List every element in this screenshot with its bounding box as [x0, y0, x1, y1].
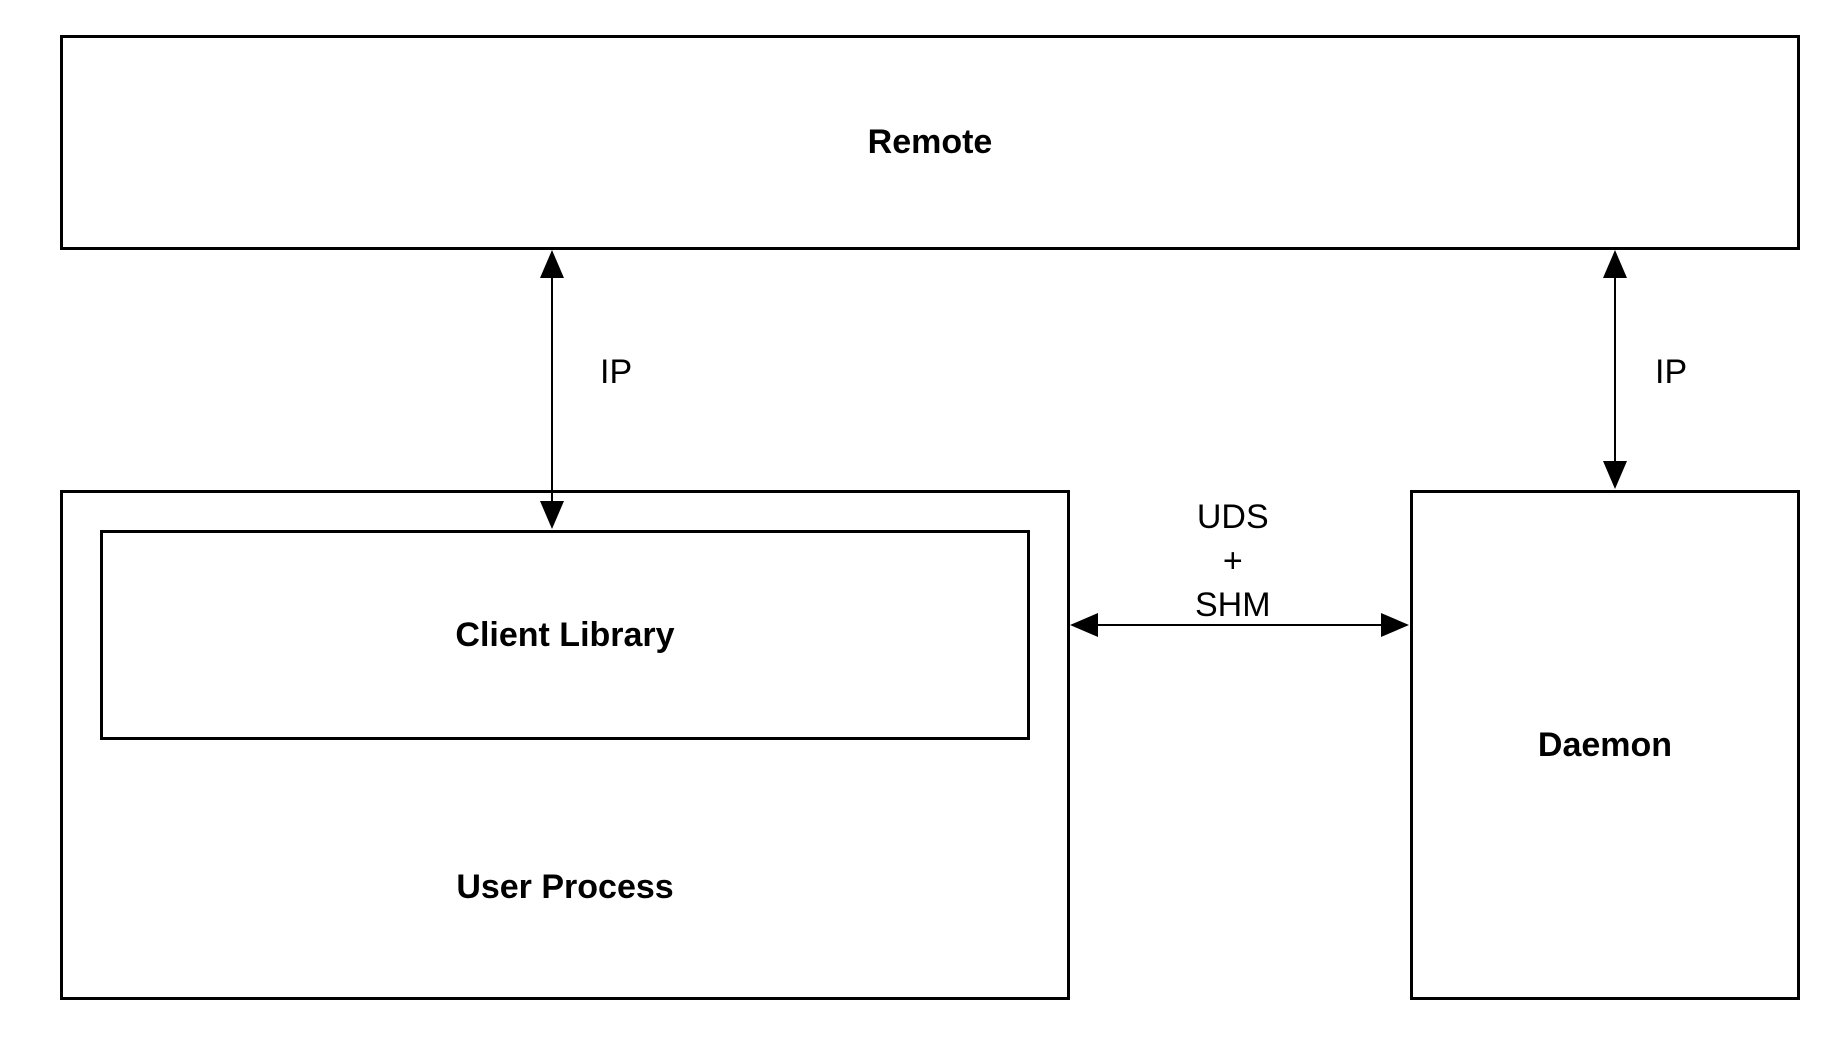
node-client-library: Client Library — [100, 530, 1030, 740]
node-daemon-label: Daemon — [1538, 726, 1672, 765]
node-remote: Remote — [60, 35, 1800, 250]
node-daemon: Daemon — [1410, 490, 1800, 1000]
edge-label-remote-daemon: IP — [1655, 350, 1687, 394]
node-user-process-label: User Process — [456, 868, 673, 907]
node-client-library-label: Client Library — [455, 616, 674, 655]
architecture-diagram: Remote User Process Client Library Daemo… — [0, 0, 1843, 1045]
edge-label-remote-client: IP — [600, 350, 632, 394]
edge-label-client-daemon: UDS + SHM — [1195, 495, 1271, 628]
node-remote-label: Remote — [868, 123, 993, 162]
